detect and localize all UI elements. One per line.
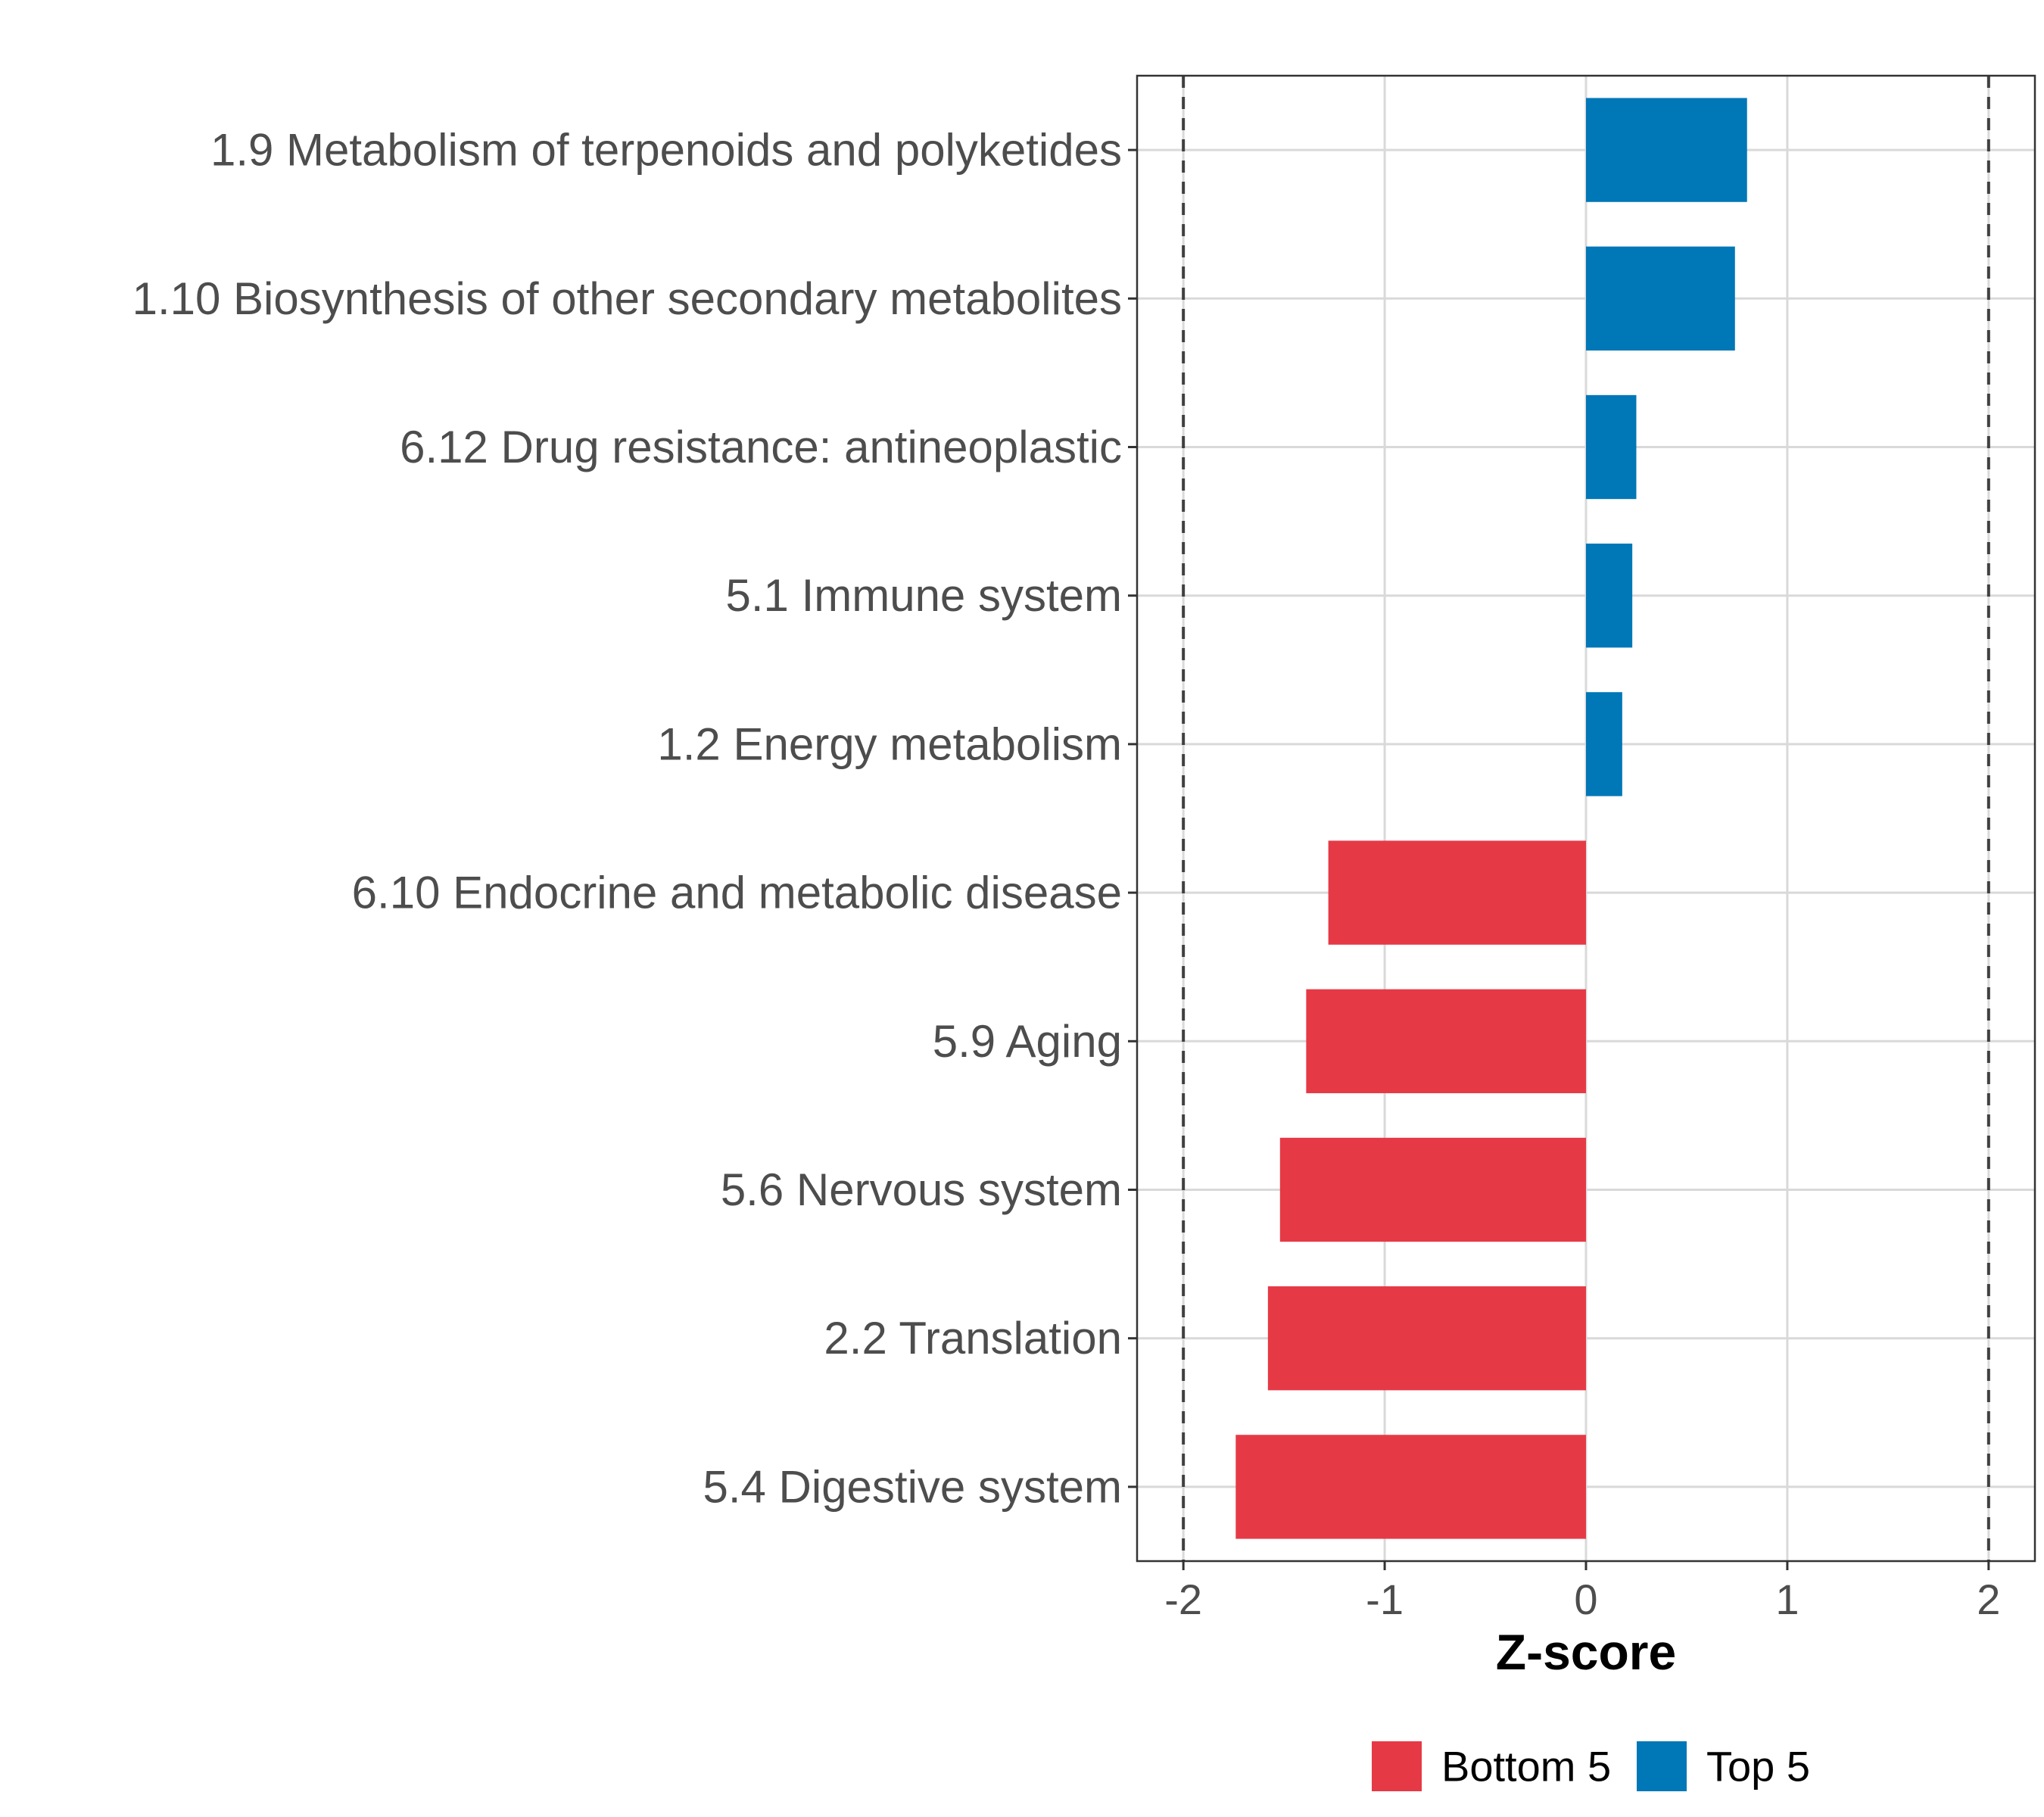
x-tick-label: 1 xyxy=(1775,1575,1799,1623)
reference-lines xyxy=(1182,76,1990,1561)
category-label: 1.2 Energy metabolism xyxy=(657,718,1122,769)
x-axis: -2 -1 0 1 2 xyxy=(1164,1561,2000,1623)
category-label: 1.10 Biosynthesis of other secondary met… xyxy=(132,273,1122,324)
bar-7 xyxy=(1306,989,1586,1093)
category-label: 6.12 Drug resistance: antineoplastic xyxy=(400,422,1122,472)
category-label: 2.2 Translation xyxy=(824,1313,1122,1364)
legend-label: Top 5 xyxy=(1706,1743,1810,1791)
x-tick-label: 0 xyxy=(1574,1575,1597,1623)
category-label: 5.9 Aging xyxy=(933,1016,1122,1067)
legend-label: Bottom 5 xyxy=(1441,1743,1611,1791)
x-tick-label: 2 xyxy=(1977,1575,2000,1623)
bar-1 xyxy=(1586,98,1747,202)
category-label: 5.6 Nervous system xyxy=(721,1164,1122,1215)
legend-swatch xyxy=(1372,1741,1422,1791)
bar-5 xyxy=(1586,692,1622,796)
category-label: 6.10 Endocrine and metabolic disease xyxy=(352,868,1122,918)
bar-8 xyxy=(1279,1137,1586,1242)
bar-10 xyxy=(1235,1435,1586,1539)
legend-swatch xyxy=(1637,1741,1687,1791)
bars xyxy=(1235,98,1747,1539)
bar-9 xyxy=(1267,1286,1586,1391)
bar-2 xyxy=(1586,246,1735,351)
bar-4 xyxy=(1586,544,1633,648)
x-tick-label: -2 xyxy=(1164,1575,1202,1623)
category-label: 5.4 Digestive system xyxy=(703,1461,1122,1512)
category-label: 1.9 Metabolism of terpenoids and polyket… xyxy=(210,125,1122,176)
y-axis: 1.9 Metabolism of terpenoids and polyket… xyxy=(132,125,1137,1512)
bar-6 xyxy=(1328,840,1586,945)
legend: Bottom 5 Top 5 xyxy=(1372,1741,1810,1791)
bar-3 xyxy=(1586,394,1637,500)
x-axis-title: Z-score xyxy=(1496,1624,1676,1680)
category-label: 5.1 Immune system xyxy=(725,570,1122,621)
x-tick-label: -1 xyxy=(1366,1575,1404,1623)
